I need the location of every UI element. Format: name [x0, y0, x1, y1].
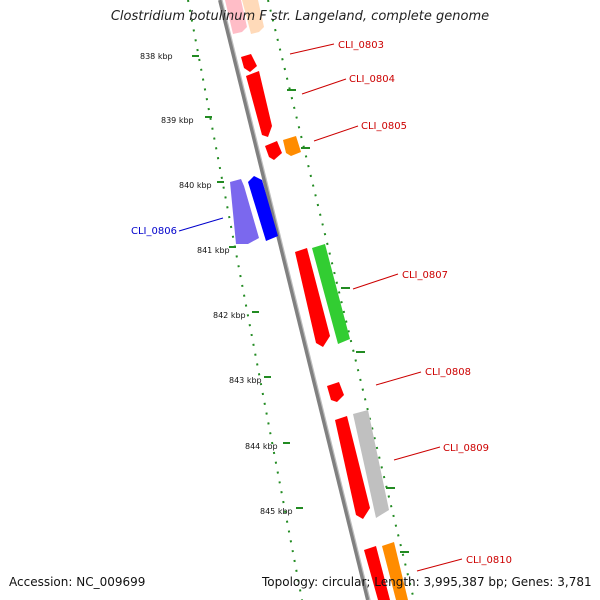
kbp-label-845: 845 kbp	[260, 507, 293, 516]
gene-label-cli-0806: CLI_0806	[131, 226, 177, 237]
gene-cli-0804	[246, 71, 272, 137]
gene-cli-0806	[248, 176, 278, 241]
gene-cli-0808	[327, 382, 344, 402]
kbp-label-841: 841 kbp	[197, 246, 230, 255]
gene-partial-peach	[242, 0, 264, 34]
kbp-label-842: 842 kbp	[213, 311, 246, 320]
leader-lines	[178, 43, 463, 572]
kbp-label-840: 840 kbp	[179, 181, 212, 190]
gene-label-cli-0807: CLI_0807	[402, 270, 448, 281]
gene-label-cli-0809: CLI_0809	[443, 443, 489, 454]
gene-label-cli-0803: CLI_0803	[338, 40, 384, 51]
gene-label-cli-0804: CLI_0804	[349, 74, 395, 85]
gene-cli-0805-red	[265, 141, 282, 160]
accession-label: Accession: NC_009699	[9, 575, 146, 589]
gene-cli-0807-red	[295, 248, 330, 347]
gene-cli-0810-red	[364, 546, 390, 600]
outer-left-dotted-track	[187, 0, 303, 600]
map-title: Clostridium botulinum F str. Langeland, …	[110, 9, 490, 24]
kbp-label-844: 844 kbp	[245, 442, 278, 451]
kbp-label-838: 838 kbp	[140, 52, 173, 61]
gene-label-cli-0808: CLI_0808	[425, 367, 471, 378]
gene-cli-0809	[353, 410, 389, 518]
kbp-label-839: 839 kbp	[161, 116, 194, 125]
gene-label-cli-0805: CLI_0805	[361, 121, 407, 132]
gene-cli-0807	[312, 244, 350, 344]
genome-backbone	[218, 0, 370, 600]
gene-cli-0809-red	[335, 416, 370, 519]
gene-cli-0803	[241, 54, 257, 72]
gene-cli-0805	[283, 136, 301, 156]
genome-backbone-highlight	[221, 0, 371, 600]
gene-cli-0806-purple	[230, 179, 259, 244]
genome-summary: Topology: circular; Length: 3,995,387 bp…	[262, 575, 592, 589]
gene-cli-0810	[382, 542, 408, 600]
gene-label-cli-0810: CLI_0810	[466, 555, 512, 566]
gene-partial-pink	[225, 0, 247, 34]
kbp-label-843: 843 kbp	[229, 376, 262, 385]
major-ticks	[192, 55, 409, 553]
